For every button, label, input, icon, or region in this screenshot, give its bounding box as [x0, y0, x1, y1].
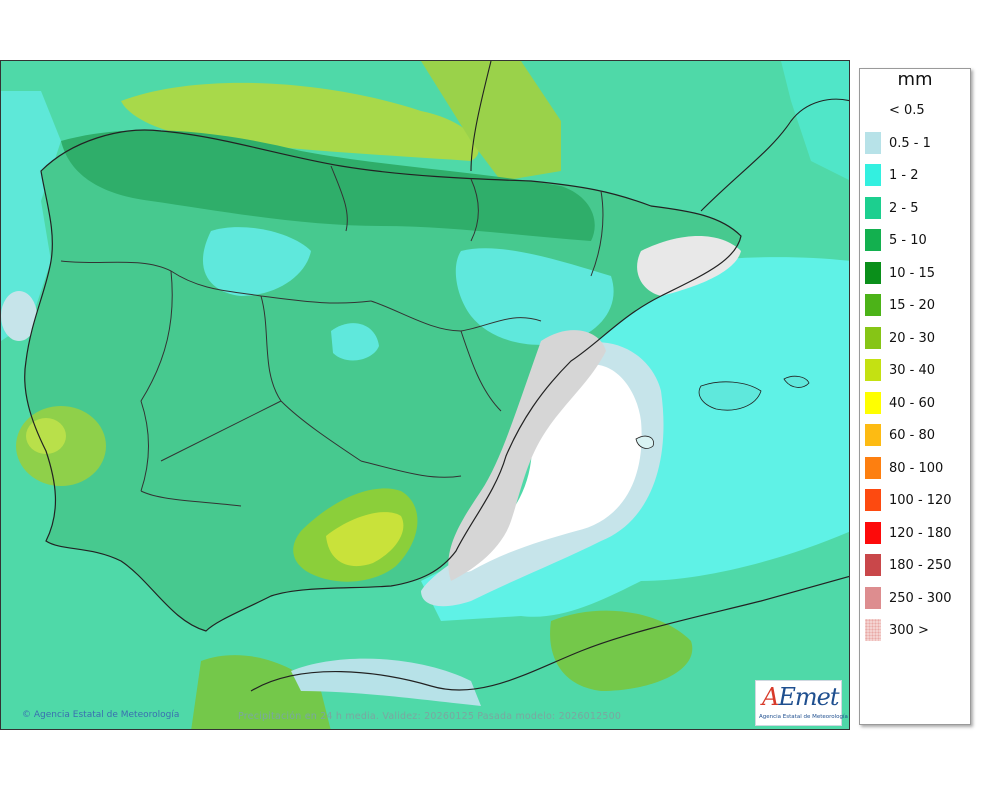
region-borders — [60, 165, 604, 507]
legend-label: 1 - 2 — [889, 168, 919, 183]
interior-cyan-north — [202, 227, 311, 296]
aemet-logo-subtitle: Agencia Estatal de Meteorología — [759, 714, 848, 720]
legend-label: 80 - 100 — [889, 460, 944, 476]
legend-label: 2 - 5 — [889, 200, 919, 216]
logo-letter-a: A — [762, 683, 779, 711]
north-rain-band — [61, 130, 595, 241]
interior-cyan-center — [331, 323, 379, 361]
biscay-rain-band — [121, 82, 479, 161]
legend-label: 300 > — [889, 623, 929, 638]
atlantic-cyan-area — [1, 91, 61, 341]
legend-label: 100 - 120 — [889, 493, 952, 508]
legend-item: 40 - 60 — [865, 391, 965, 414]
legend-swatch — [865, 586, 881, 609]
legend-label: 30 - 40 — [889, 363, 936, 378]
catalonia-dry-area — [637, 236, 741, 296]
legend-swatch — [865, 359, 881, 381]
coastline — [24, 129, 742, 632]
aemet-logo: AEmet Agencia Estatal de Meteorología — [755, 680, 848, 726]
copyright-text: Agencia Estatal de Meteorología — [33, 710, 180, 720]
south-rain-peak — [326, 512, 404, 567]
legend-label: 60 - 80 — [889, 428, 936, 443]
legend-swatch — [865, 554, 881, 576]
legend-item: 20 - 30 — [865, 326, 965, 349]
france-coastline — [470, 61, 849, 212]
mallorca-island — [698, 381, 762, 411]
legend-item: 1 - 2 — [865, 164, 965, 186]
alboran-lowrain — [291, 658, 481, 706]
aemet-logo-mark: AEmet — [762, 683, 839, 711]
legend-swatch — [865, 131, 881, 154]
legend-swatch — [865, 196, 881, 219]
legend-label: 120 - 180 — [889, 525, 952, 541]
legend-label: 250 - 300 — [889, 590, 952, 606]
legend-swatch — [865, 521, 881, 544]
legend-label: 40 - 60 — [889, 395, 936, 411]
legend-swatch — [865, 489, 881, 511]
legend-swatch — [865, 99, 881, 121]
legend-swatch — [865, 456, 881, 479]
copyright-icon: © — [22, 710, 31, 720]
legend-swatch — [865, 424, 881, 446]
legend-item: 120 - 180 — [865, 521, 965, 544]
legend-swatch — [865, 261, 881, 284]
africa-coastline — [250, 575, 849, 692]
atlantic-lowrain-area — [1, 291, 37, 341]
legend-swatch — [865, 391, 881, 414]
legend-item: 5 - 10 — [865, 229, 965, 251]
africa-rain-east — [550, 610, 693, 691]
legend-item: < 0.5 — [865, 99, 965, 121]
biscay-rain-band-east — [421, 61, 561, 181]
legend-label: 15 - 20 — [889, 298, 936, 313]
legend-swatch — [865, 326, 881, 349]
legend-label: 0.5 - 1 — [889, 135, 931, 151]
logo-letters-emet: Emet — [778, 683, 839, 711]
legend-item: 30 - 40 — [865, 359, 965, 381]
map-caption: Precipitación en 24 h media. Validez: 20… — [238, 711, 622, 722]
map-canvas — [1, 61, 849, 729]
legend-item: 300 > — [865, 619, 965, 641]
legend-label: 10 - 15 — [889, 265, 936, 281]
menorca-island — [783, 375, 810, 388]
dry-zone — [456, 364, 642, 573]
copyright-notice: © Agencia Estatal de Meteorología — [22, 710, 179, 720]
legend-swatch — [865, 229, 881, 251]
legend-swatch — [865, 164, 881, 186]
ibiza-island — [635, 435, 654, 449]
legend-unit: mm — [897, 69, 933, 90]
legend-item: 0.5 - 1 — [865, 131, 965, 154]
legend-item: 15 - 20 — [865, 294, 965, 316]
legend-item: 60 - 80 — [865, 424, 965, 446]
legend-item: 80 - 100 — [865, 456, 965, 479]
precipitation-map[interactable] — [0, 60, 850, 730]
legend-swatch — [865, 294, 881, 316]
gulf-lion-area — [781, 61, 849, 180]
legend-item: 2 - 5 — [865, 196, 965, 219]
levante-dry-relief — [448, 330, 606, 581]
legend-item: 180 - 250 — [865, 554, 965, 576]
legend-swatch — [865, 619, 881, 641]
legend-label: < 0.5 — [889, 103, 925, 118]
ebro-cyan-area — [455, 248, 614, 345]
legend-item: 250 - 300 — [865, 586, 965, 609]
legend-item: 100 - 120 — [865, 489, 965, 511]
legend-item: 10 - 15 — [865, 261, 965, 284]
precipitation-legend: mm < 0.5 0.5 - 1 1 - 2 2 - 5 5 - 10 10 - 15 15… — [859, 68, 971, 725]
legend-label: 20 - 30 — [889, 330, 936, 346]
legend-label: 180 - 250 — [889, 558, 952, 573]
portugal-rain-peak — [26, 418, 66, 454]
legend-label: 5 - 10 — [889, 233, 927, 248]
